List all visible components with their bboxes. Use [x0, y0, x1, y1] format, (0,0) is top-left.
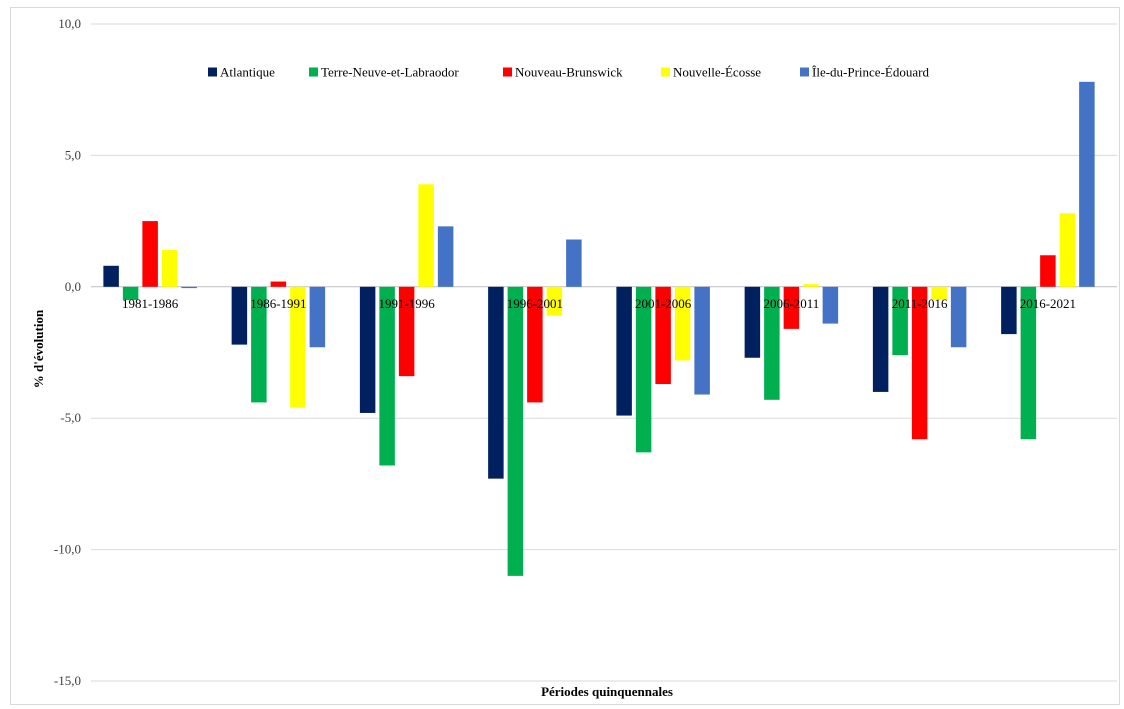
chart-frame: 10,0 5,0 0,0 -5,0 -10,0 -15,0 1981-1986 1986-1… [10, 7, 1120, 705]
bar [783, 286, 800, 329]
bar [803, 284, 819, 287]
category-label: 2016-2021 [1020, 296, 1076, 311]
category-label: 1986-1991 [250, 296, 306, 311]
category-label: 1981-1986 [122, 296, 179, 311]
bar [635, 286, 652, 453]
bar [1079, 81, 1095, 287]
bar [251, 286, 267, 403]
bar [309, 286, 326, 348]
bar [872, 286, 889, 392]
bar [379, 286, 395, 466]
bar [764, 286, 780, 400]
bar [527, 286, 543, 403]
bar [437, 226, 454, 287]
legend-swatch [800, 67, 809, 77]
category-label: 1996-2001 [507, 296, 563, 311]
bar [566, 239, 582, 287]
bar [892, 286, 908, 356]
legend-swatch [661, 67, 670, 77]
bar [674, 286, 691, 361]
bar [931, 286, 947, 300]
bar [359, 286, 376, 413]
y-tick-label: 10,0 [58, 16, 81, 31]
legend-label: Nouveau-Brunswick [515, 65, 623, 80]
bar [655, 286, 671, 385]
bar [744, 286, 761, 358]
x-axis-title: Périodes quinquennales [541, 684, 673, 699]
legend-label: Atlantique [220, 65, 275, 80]
legend: Atlantique Terre-Neuve-et-Labraodor Nouvea… [208, 65, 929, 80]
bar [1020, 286, 1037, 440]
legend-label: Île-du-Prince-Édouard [812, 65, 929, 80]
legend-swatch [503, 67, 512, 77]
bar [418, 184, 434, 287]
bar [103, 265, 119, 287]
category-label: 2006-2011 [763, 296, 819, 311]
bar [122, 286, 139, 300]
bar [1040, 255, 1056, 287]
legend-swatch [208, 67, 217, 77]
y-tick-label: -5,0 [60, 410, 81, 425]
legend-label: Terre-Neuve-et-Labraodor [321, 65, 459, 80]
bar [694, 286, 710, 395]
bar [488, 286, 504, 479]
bar [822, 286, 839, 324]
category-labels: 1981-1986 1986-1991 1991-1996 1996-2001 2001… [122, 296, 1076, 311]
bar [616, 286, 632, 416]
legend-label: Nouvelle-Écosse [673, 65, 761, 80]
bar [142, 221, 158, 287]
bar [950, 286, 967, 348]
legend-swatch [309, 67, 318, 77]
bar [290, 286, 306, 408]
y-tick-label: 5,0 [65, 147, 81, 162]
bar [911, 286, 928, 440]
bar [181, 286, 197, 289]
bar [546, 286, 563, 316]
bar [398, 286, 415, 377]
y-axis-title: % d'évolution [31, 309, 46, 388]
bar [1059, 213, 1076, 287]
bar [270, 281, 287, 287]
category-label: 2011-2016 [892, 296, 948, 311]
bar [161, 250, 178, 287]
y-tick-label: 0,0 [65, 279, 81, 294]
bar [1001, 286, 1017, 335]
gridlines [91, 23, 1117, 682]
y-tick-label: -10,0 [54, 542, 81, 557]
category-label: 1991-1996 [378, 296, 435, 311]
bar-chart: 10,0 5,0 0,0 -5,0 -10,0 -15,0 1981-1986 1986-1… [31, 16, 1117, 699]
bar [507, 286, 524, 576]
bar [231, 286, 248, 345]
y-tick-label: -15,0 [54, 673, 81, 688]
category-label: 2001-2006 [635, 296, 692, 311]
bars [103, 81, 1095, 576]
y-axis-ticks: 10,0 5,0 0,0 -5,0 -10,0 -15,0 [54, 16, 81, 688]
